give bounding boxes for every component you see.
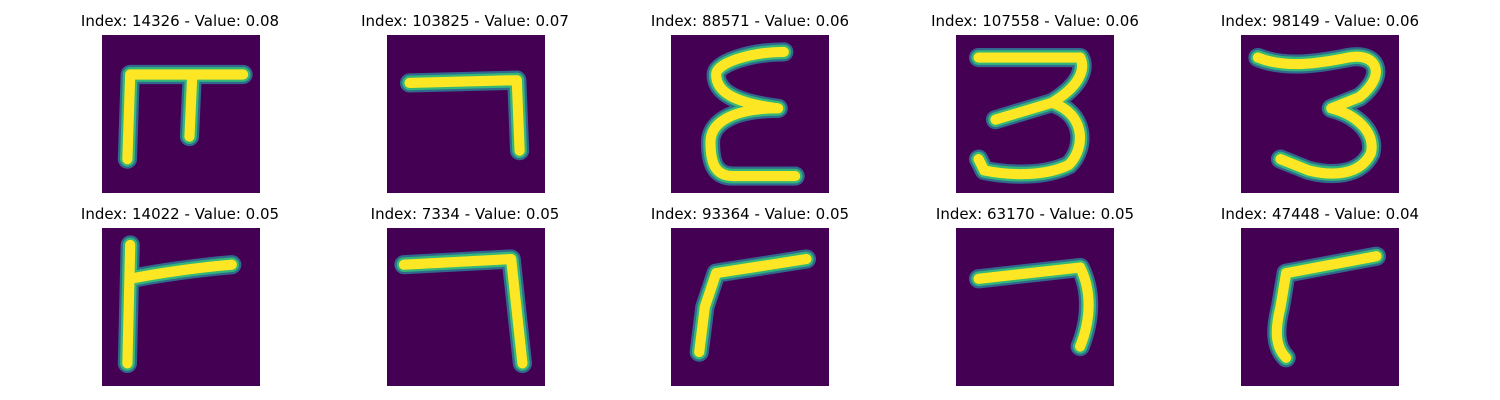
glyph-image [102,35,260,193]
panel-title: Index: 14326 - Value: 0.08 [80,12,280,30]
glyph-stroke [398,253,528,369]
panel-title: Index: 93364 - Value: 0.05 [650,205,850,223]
glyph-stroke [973,262,1094,352]
glyph-stroke [694,253,812,358]
glyph-stroke [1252,51,1381,179]
glyph-image [671,35,829,193]
panel-title: Index: 63170 - Value: 0.05 [935,205,1135,223]
glyph-image [956,228,1114,386]
panel-3: Index: 88571 - Value: 0.06 [600,0,900,193]
glyph-stroke [122,239,237,369]
panel-7: Index: 7334 - Value: 0.05 [315,193,615,386]
panel-title: Index: 7334 - Value: 0.05 [370,205,560,223]
glyph-stroke [122,69,249,165]
glyph-image [956,35,1114,193]
glyph-image [671,228,829,386]
glyph-image [1241,35,1399,193]
glyph-stroke [973,52,1088,180]
panel-5: Index: 98149 - Value: 0.06 [1170,0,1470,193]
panel-6: Index: 14022 - Value: 0.05 [30,193,330,386]
panel-title: Index: 107558 - Value: 0.06 [931,12,1139,30]
panel-title: Index: 14022 - Value: 0.05 [80,205,280,223]
panel-4: Index: 107558 - Value: 0.06 [885,0,1185,193]
glyph-image [387,228,545,386]
glyph-stroke [404,75,525,156]
glyph-stroke [1271,251,1382,363]
panel-2: Index: 103825 - Value: 0.07 [315,0,615,193]
glyph-image [387,35,545,193]
panel-1: Index: 14326 - Value: 0.08 [30,0,330,193]
panel-10: Index: 47448 - Value: 0.04 [1170,193,1470,386]
panel-9: Index: 63170 - Value: 0.05 [885,193,1185,386]
panel-title: Index: 88571 - Value: 0.06 [650,12,850,30]
panel-title: Index: 103825 - Value: 0.07 [361,12,569,30]
panel-title: Index: 47448 - Value: 0.04 [1220,205,1420,223]
glyph-image [102,228,260,386]
glyph-stroke [705,46,801,182]
panel-title: Index: 98149 - Value: 0.06 [1220,12,1420,30]
panel-8: Index: 93364 - Value: 0.05 [600,193,900,386]
glyph-image [1241,228,1399,386]
